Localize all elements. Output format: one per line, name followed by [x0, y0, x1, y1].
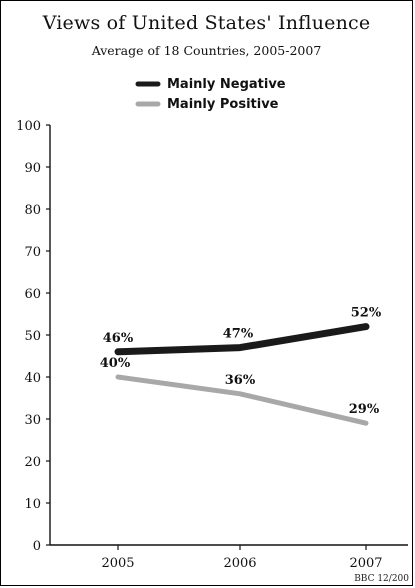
y-tick-label: 10 — [24, 497, 41, 512]
x-tick-label: 2007 — [349, 556, 382, 571]
y-tick-label: 80 — [24, 203, 41, 218]
legend-entry: Mainly Negative — [167, 77, 286, 92]
y-tick-label: 100 — [16, 119, 41, 134]
x-tick-label: 2005 — [101, 556, 134, 571]
data-label: 46% — [103, 331, 134, 346]
y-tick-label: 40 — [24, 371, 41, 386]
data-label: 36% — [225, 373, 256, 388]
y-tick-label: 20 — [24, 455, 41, 470]
data-labels-layer: 46% 47% 52% 40% 36% 29% — [100, 306, 382, 418]
y-tick-label: 30 — [24, 413, 41, 428]
y-tick-label: 70 — [24, 245, 41, 260]
y-tick-label: 90 — [24, 161, 41, 176]
data-label: 52% — [351, 306, 382, 321]
chart-legend: Mainly Negative Mainly Positive — [135, 77, 286, 112]
source-credit: BBC 12/200 — [354, 574, 409, 584]
data-label: 29% — [349, 402, 380, 417]
chart-title: Views of United States' Influence — [42, 12, 371, 34]
y-tick-label: 60 — [24, 287, 41, 302]
chart-subtitle: Average of 18 Countries, 2005-2007 — [91, 43, 322, 58]
series-layer — [114, 323, 370, 426]
y-tick-label: 50 — [24, 329, 41, 344]
legend-entry: Mainly Positive — [167, 97, 279, 112]
data-label: 47% — [223, 327, 254, 342]
data-label: 40% — [100, 356, 131, 371]
y-tick-label: 0 — [33, 539, 41, 554]
chart-axes: 0 10 20 30 40 50 60 70 80 90 100 2005 2006 2007 — [16, 119, 408, 571]
x-tick-label: 2006 — [223, 556, 256, 571]
